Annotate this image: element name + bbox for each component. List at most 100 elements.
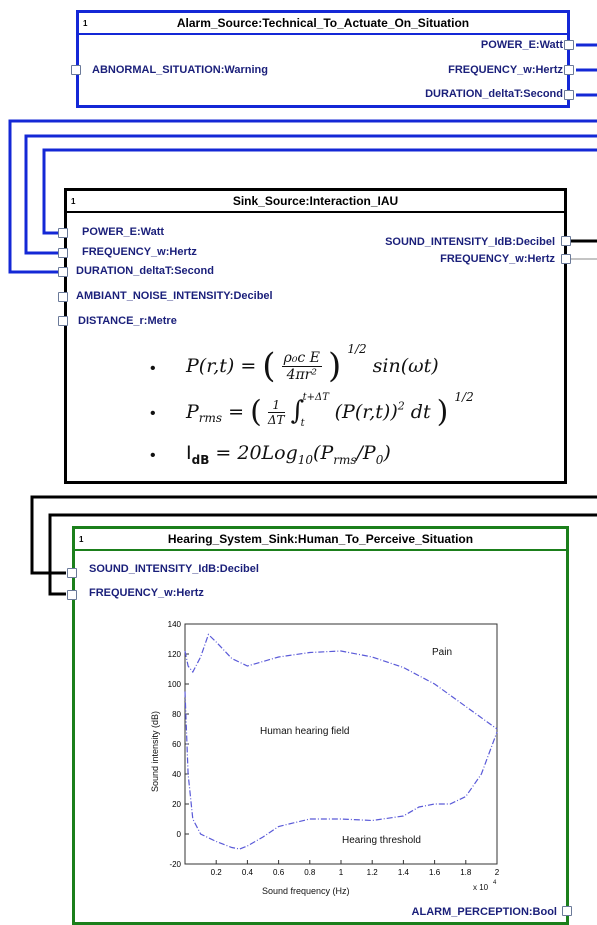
formula-2-frac-num: 1 bbox=[267, 398, 285, 413]
sink-in-label-noise: AMBIANT_NOISE_INTENSITY:Decibel bbox=[76, 290, 273, 302]
formula-bullet-2: • bbox=[150, 405, 156, 422]
sink-in-port-distance[interactable] bbox=[58, 316, 68, 326]
y-tick-label: 0 bbox=[177, 830, 182, 839]
chart-plot-area bbox=[184, 623, 498, 865]
y-tick-label: 100 bbox=[168, 680, 182, 689]
x-tick-label: 1 bbox=[339, 868, 344, 877]
alarm-out-port-duration[interactable] bbox=[564, 90, 574, 100]
alarm-out-label-frequency: FREQUENCY_w:Hertz bbox=[448, 64, 563, 76]
formula-2-lhs: P bbox=[186, 401, 199, 423]
formula-2-eq: = bbox=[228, 401, 251, 423]
sink-out-port-frequency[interactable] bbox=[561, 254, 571, 264]
formula-3-close: ) bbox=[383, 442, 391, 464]
wire-duration-return bbox=[8, 119, 597, 274]
y-tick-label: 140 bbox=[168, 620, 182, 629]
hearing-block-title-bar: 1 Hearing_System_Sink:Human_To_Perceive_… bbox=[75, 529, 566, 551]
sink-in-label-distance: DISTANCE_r:Metre bbox=[78, 315, 177, 327]
hearing-in-label-frequency: FREQUENCY_w:Hertz bbox=[89, 587, 204, 599]
formula-3-lhs: I bbox=[186, 442, 192, 464]
x-tick-label: 1.8 bbox=[460, 868, 472, 877]
hearing-in-port-sound[interactable] bbox=[67, 568, 77, 578]
wire-frequency-sink-return bbox=[48, 513, 597, 596]
alarm-out-port-frequency[interactable] bbox=[564, 65, 574, 75]
formula-1-exponent: 1/2 bbox=[347, 342, 367, 356]
hearing-out-label-alarm: ALARM_PERCEPTION:Bool bbox=[411, 906, 557, 918]
alarm-block-title: Alarm_Source:Technical_To_Actuate_On_Sit… bbox=[176, 16, 470, 30]
x-tick-label: 1.4 bbox=[398, 868, 410, 877]
sink-in-label-power: POWER_E:Watt bbox=[82, 226, 165, 238]
chart-x-label: Sound frequency (Hz) bbox=[262, 886, 350, 896]
formula-3-log-sub: 10 bbox=[297, 452, 314, 467]
x-tick-label: 2 bbox=[495, 868, 500, 877]
sink-in-port-frequency[interactable] bbox=[58, 248, 68, 258]
formula-bullet-1: • bbox=[150, 360, 156, 377]
y-tick-label: 120 bbox=[168, 650, 182, 659]
x-tick-label: 0.4 bbox=[242, 868, 254, 877]
sink-in-label-frequency: FREQUENCY_w:Hertz bbox=[82, 246, 197, 258]
alarm-out-label-duration: DURATION_deltaT:Second bbox=[425, 88, 563, 100]
formula-pressure: P(r,t) = ( ρ₀c E 4πr² ) 1/2 sin(ωt) bbox=[186, 342, 439, 386]
hearing-block-title: Hearing_System_Sink:Human_To_Perceive_Si… bbox=[167, 532, 474, 546]
y-tick-label: 60 bbox=[172, 740, 181, 749]
sink-in-port-power[interactable] bbox=[58, 228, 68, 238]
sink-out-label-sound: SOUND_INTENSITY_IdB:Decibel bbox=[385, 236, 555, 248]
chart-y-label: Sound intensity (dB) bbox=[150, 711, 160, 792]
sink-block-index: 1 bbox=[71, 197, 76, 206]
formula-3-arg-1: (P bbox=[313, 442, 334, 464]
formula-intensity: IdB = 20Log10(Prms/P0) bbox=[186, 442, 391, 467]
y-tick-label: 20 bbox=[172, 800, 181, 809]
x-tick-label: 0.6 bbox=[273, 868, 285, 877]
formula-2-sub: rms bbox=[198, 410, 223, 425]
alarm-block-index: 1 bbox=[83, 19, 88, 28]
sink-block-title: Sink_Source:Interaction_IAU bbox=[232, 194, 399, 208]
alarm-out-label-power: POWER_E:Watt bbox=[480, 39, 563, 51]
x-tick-label: 0.2 bbox=[211, 868, 223, 877]
wire-frequency-return bbox=[24, 134, 597, 255]
formula-2-dt: dt bbox=[410, 401, 431, 423]
formula-2-square: 2 bbox=[397, 399, 405, 413]
x-tick-label: 0.8 bbox=[304, 868, 316, 877]
formula-2-exponent: 1/2 bbox=[454, 390, 474, 404]
formula-3-sub: dB bbox=[191, 452, 210, 467]
alarm-in-port-abnormal[interactable] bbox=[71, 65, 81, 75]
hearing-out-port-alarm[interactable] bbox=[562, 906, 572, 916]
x-tick-label: 1.2 bbox=[367, 868, 379, 877]
alarm-out-port-power[interactable] bbox=[564, 40, 574, 50]
formula-1-rhs: sin(ωt) bbox=[372, 355, 439, 377]
formula-1-lhs: P(r,t) = bbox=[186, 355, 263, 377]
formula-2-frac-den: ΔT bbox=[267, 412, 285, 427]
chart-x-multiplier: x 10 bbox=[473, 883, 489, 892]
sink-out-label-frequency: FREQUENCY_w:Hertz bbox=[440, 253, 555, 265]
y-tick-label: 80 bbox=[172, 710, 181, 719]
sink-out-port-sound[interactable] bbox=[561, 236, 571, 246]
hearing-in-port-frequency[interactable] bbox=[67, 590, 77, 600]
alarm-in-label-abnormal: ABNORMAL_SITUATION:Warning bbox=[92, 64, 268, 76]
chart-x-multiplier-exp: 4 bbox=[493, 880, 497, 886]
sink-in-port-noise[interactable] bbox=[58, 292, 68, 302]
formula-2-body: (P(r,t)) bbox=[334, 401, 398, 423]
annotation-pain: Pain bbox=[432, 647, 452, 658]
formula-bullet-3: • bbox=[150, 447, 156, 464]
y-tick-label: 40 bbox=[172, 770, 181, 779]
sink-block-title-bar: 1 Sink_Source:Interaction_IAU bbox=[67, 191, 564, 213]
alarm-source-block[interactable]: 1 Alarm_Source:Technical_To_Actuate_On_S… bbox=[76, 10, 570, 108]
formula-rms: Prms = ( 1 ΔT ∫ t+ΔT t (P(r,t))2 dt ) 1/… bbox=[186, 390, 474, 430]
sink-source-block[interactable]: 1 Sink_Source:Interaction_IAU bbox=[64, 188, 567, 484]
y-tick-label: -20 bbox=[169, 860, 181, 869]
formula-2-int-lo: t bbox=[300, 418, 305, 429]
sink-in-port-duration[interactable] bbox=[58, 267, 68, 277]
formula-3-arg-sub-1: rms bbox=[333, 452, 357, 467]
hearing-in-label-sound: SOUND_INTENSITY_IdB:Decibel bbox=[89, 563, 259, 575]
formula-3-arg-sub-2: 0 bbox=[375, 452, 384, 467]
x-tick-label: 1.6 bbox=[429, 868, 441, 877]
formula-3-rhs: = 20Log bbox=[209, 442, 298, 464]
annotation-hearing-field: Human hearing field bbox=[260, 726, 350, 737]
series-hearing-threshold bbox=[184, 691, 498, 850]
wire-power-return bbox=[42, 148, 597, 235]
formula-3-arg-2: /P bbox=[356, 442, 376, 464]
formula-1-denominator: 4πr² bbox=[286, 366, 317, 383]
hearing-block-index: 1 bbox=[79, 535, 84, 544]
alarm-block-title-bar: 1 Alarm_Source:Technical_To_Actuate_On_S… bbox=[79, 13, 567, 35]
hearing-field-chart: 140 120 100 80 60 40 20 0 -20 0.2 0.4 0.6 0.8 1 1.2 1.… bbox=[150, 620, 500, 896]
